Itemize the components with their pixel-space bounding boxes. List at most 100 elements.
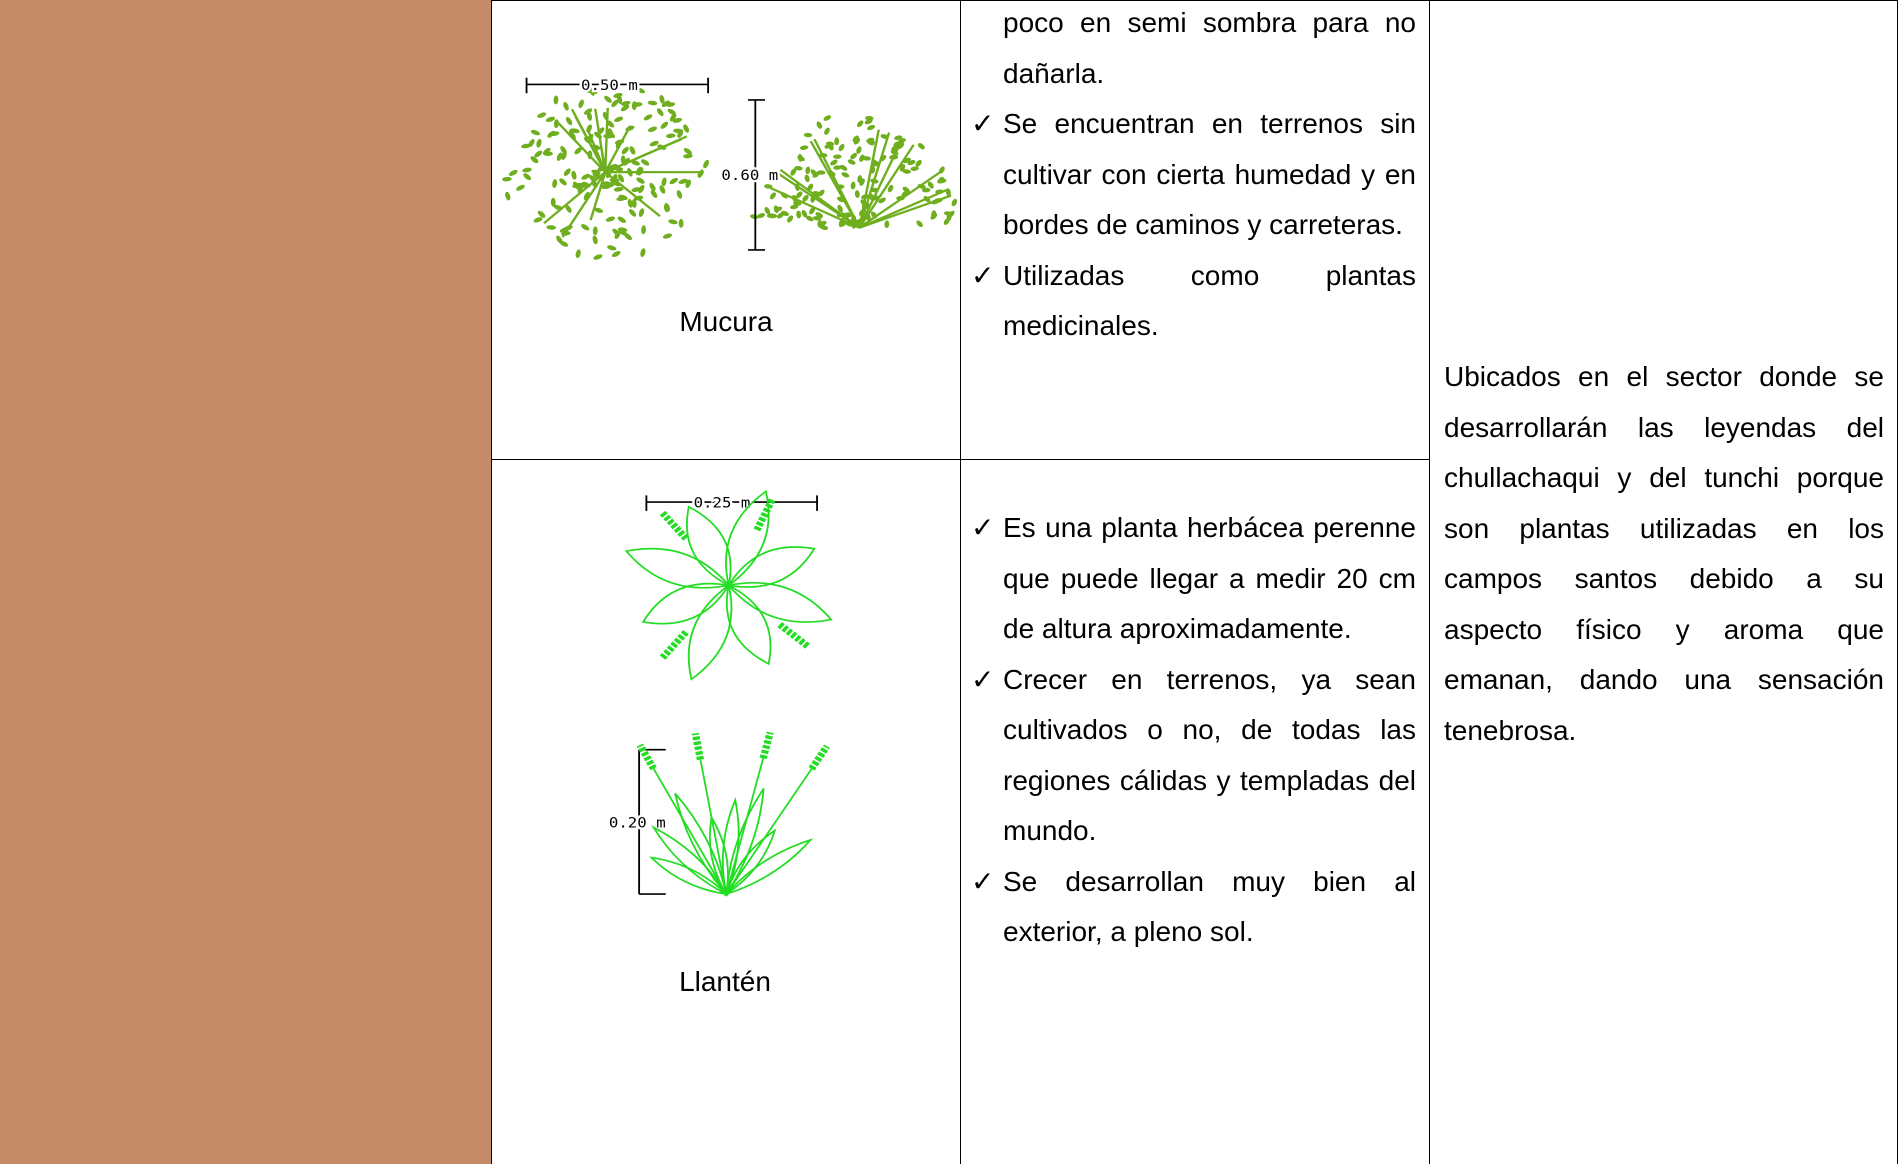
plant-shape [611, 99, 619, 108]
plant-shape [559, 178, 567, 186]
plant-shape [725, 788, 765, 895]
plant-shape [856, 120, 864, 128]
plant-shape [890, 150, 899, 156]
plant-shape [550, 197, 556, 207]
plant-shape [618, 229, 628, 236]
plant-shape [844, 220, 853, 227]
plant-shape [586, 124, 592, 133]
plant-shape [725, 755, 765, 895]
plant-shape [687, 583, 733, 681]
plant-shape [683, 148, 692, 155]
plant-shape [910, 166, 919, 171]
plant-shape [678, 218, 684, 228]
plant-shape [830, 159, 838, 166]
plant-shape [790, 204, 799, 210]
plant-shape [572, 181, 580, 190]
plant-shape [543, 151, 553, 157]
plant-shape [777, 622, 810, 649]
plant-shape [801, 210, 808, 218]
border [491, 459, 1430, 460]
plant-shape [858, 209, 866, 216]
plant-shape [615, 140, 621, 150]
plant-shape [678, 178, 688, 184]
plant-shape [593, 254, 603, 260]
plant-shape [865, 213, 871, 221]
plant-shape [561, 151, 567, 160]
plant-shape [661, 177, 667, 187]
plant-shape [523, 173, 532, 181]
plant-shape [833, 165, 842, 170]
plant-shape [699, 757, 728, 895]
plant-shape [618, 194, 628, 200]
plant-shape [865, 115, 874, 121]
plant-shape [836, 212, 846, 218]
plant-shape [839, 164, 848, 171]
plant-shape [627, 198, 633, 208]
description-item: Utilizadas como plantas medicinales. [961, 251, 1416, 352]
plant-shape [627, 168, 633, 177]
plant-shape [547, 130, 556, 138]
plant-shape [606, 120, 615, 128]
plant-shape [809, 207, 816, 215]
plant-shape [565, 116, 573, 126]
plant-shape [686, 505, 732, 587]
plant-shape [589, 171, 607, 221]
plant-shape [553, 95, 559, 105]
plant-shape [533, 217, 543, 223]
plant-shape [866, 139, 875, 145]
plant-shape [844, 212, 853, 218]
plant-shape [790, 168, 797, 176]
dimension-label: 0.25 m [694, 494, 751, 511]
plant-shape [815, 212, 824, 218]
plant-shape [917, 143, 925, 150]
plant-shape [870, 211, 878, 219]
plant-shape [807, 183, 814, 191]
plant-shape [818, 189, 825, 197]
plant-shape [727, 546, 816, 588]
dimension-label: 0.60 m [721, 167, 778, 184]
plant-shape [796, 191, 803, 199]
plant-shape [613, 166, 624, 172]
plant-shape [632, 102, 643, 107]
plant-shape [859, 222, 868, 228]
plant-shape [938, 166, 945, 174]
description-cell: poco en semi sombra para no dañarla. Se … [961, 0, 1416, 352]
llanten-side-view [636, 731, 831, 898]
plant-shape [834, 137, 840, 146]
plant-shape [725, 489, 770, 587]
llanten-top-view [624, 489, 833, 681]
plant-shape [546, 225, 557, 230]
plant-shape [774, 206, 783, 212]
plant-shape [818, 220, 827, 227]
plant-shape [621, 100, 631, 106]
plant-shape [721, 796, 740, 898]
description-item: Se encuentran en terrenos sin cultivar c… [961, 99, 1416, 251]
plant-shape [620, 104, 630, 112]
plant-shape [803, 132, 813, 138]
plant-shape [880, 134, 889, 139]
plant-shape [556, 152, 563, 161]
plant-shape [581, 173, 591, 180]
plant-shape [614, 230, 621, 240]
plant-shape [921, 187, 931, 193]
plant-shape [851, 220, 857, 229]
plant-shape [643, 114, 653, 121]
plant-shape [659, 185, 666, 194]
plant-shape [669, 113, 677, 122]
plant-shape [617, 174, 625, 183]
plant-shape [625, 125, 635, 132]
plant-shape [816, 170, 826, 175]
plant-shape [561, 231, 571, 236]
plant-shape [780, 210, 790, 216]
plant-shape [586, 133, 594, 142]
plant-shape [824, 127, 830, 135]
description-item: Se desarrollan muy bien al exterior, a p… [961, 857, 1416, 958]
plant-shape [854, 190, 860, 198]
plant-shape [887, 184, 894, 193]
plant-shape [638, 184, 645, 194]
plant-shape [951, 198, 958, 207]
plant-shape [930, 213, 938, 220]
plant-shape [759, 731, 774, 760]
remarks-cell: Ubicados en el sector donde se desarroll… [1444, 361, 1884, 746]
plant-shape [764, 207, 771, 215]
